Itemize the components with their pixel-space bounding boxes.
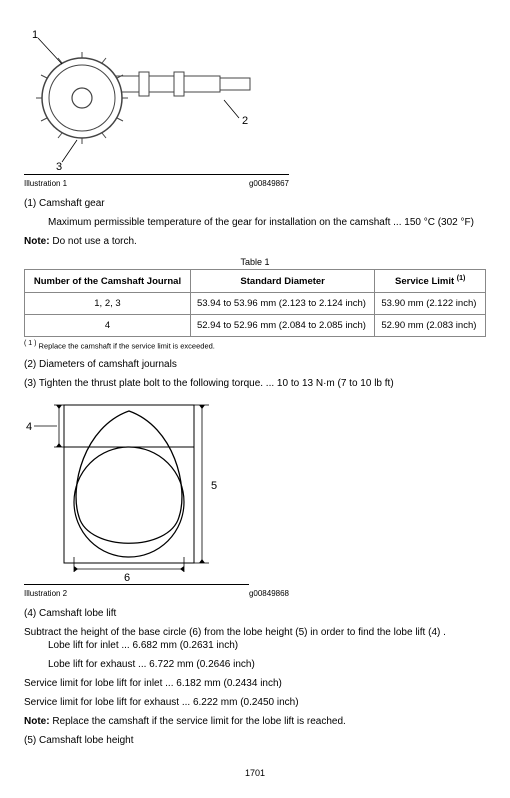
callout-4: 4 bbox=[26, 421, 32, 433]
table-header-1: Number of the Camshaft Journal bbox=[25, 270, 191, 293]
note-1-label: Note: bbox=[24, 236, 50, 247]
illustration-1-code: g00849867 bbox=[249, 179, 289, 188]
callout-2: 2 bbox=[242, 115, 248, 127]
callout-3: 3 bbox=[56, 161, 62, 170]
illustration-2-code: g00849868 bbox=[249, 589, 289, 598]
camshaft-journal-table: Number of the Camshaft Journal Standard … bbox=[24, 269, 486, 337]
item-1-heading: (1) Camshaft gear bbox=[24, 198, 486, 209]
table-header-3: Service Limit (1) bbox=[375, 270, 486, 293]
note-2-label: Note: bbox=[24, 716, 50, 727]
callout-6: 6 bbox=[124, 572, 130, 582]
page-number: 1701 bbox=[24, 768, 486, 778]
illustration-1-label: Illustration 1 bbox=[24, 179, 67, 188]
callout-1: 1 bbox=[32, 29, 38, 41]
item-5: (5) Camshaft lobe height bbox=[24, 735, 486, 746]
illustration-2-label: Illustration 2 bbox=[24, 589, 67, 598]
note-2: Note: Replace the camshaft if the servic… bbox=[24, 716, 486, 727]
service-limit-inlet: Service limit for lobe lift for inlet ..… bbox=[24, 678, 486, 689]
note-1: Note: Do not use a torch. bbox=[24, 236, 486, 247]
illustration-2-caption: Illustration 2 g00849868 bbox=[24, 589, 289, 598]
table-1-title: Table 1 bbox=[24, 257, 486, 267]
item-4-exhaust: Lobe lift for exhaust ... 6.722 mm (0.26… bbox=[48, 659, 486, 670]
table-cell: 53.90 mm (2.122 inch) bbox=[375, 293, 486, 315]
table-cell: 52.90 mm (2.083 inch) bbox=[375, 315, 486, 337]
item-4-inlet: Lobe lift for inlet ... 6.682 mm (0.2631… bbox=[48, 640, 486, 651]
table-cell: 52.94 to 52.96 mm (2.084 to 2.085 inch) bbox=[190, 315, 374, 337]
callout-5: 5 bbox=[211, 480, 217, 492]
table-footnote: ( 1 ) Replace the camshaft if the servic… bbox=[24, 340, 486, 351]
table-header-row: Number of the Camshaft Journal Standard … bbox=[25, 270, 486, 293]
item-2: (2) Diameters of camshaft journals bbox=[24, 359, 486, 370]
item-4-heading: (4) Camshaft lobe lift bbox=[24, 608, 486, 619]
table-row: 4 52.94 to 52.96 mm (2.084 to 2.085 inch… bbox=[25, 315, 486, 337]
camshaft-gear-diagram: 1 2 3 bbox=[24, 20, 294, 170]
illustration-2: 4 5 6 bbox=[24, 397, 249, 582]
note-2-text: Replace the camshaft if the service limi… bbox=[50, 716, 346, 727]
divider bbox=[24, 174, 289, 175]
table-header-2: Standard Diameter bbox=[190, 270, 374, 293]
table-row: 1, 2, 3 53.94 to 53.96 mm (2.123 to 2.12… bbox=[25, 293, 486, 315]
service-limit-exhaust: Service limit for lobe lift for exhaust … bbox=[24, 697, 486, 708]
table-cell: 53.94 to 53.96 mm (2.123 to 2.124 inch) bbox=[190, 293, 374, 315]
item-4-desc: Subtract the height of the base circle (… bbox=[24, 627, 486, 638]
camshaft-lobe-diagram: 4 5 6 bbox=[24, 397, 249, 582]
item-1-spec: Maximum permissible temperature of the g… bbox=[48, 217, 486, 228]
item-3: (3) Tighten the thrust plate bolt to the… bbox=[24, 378, 486, 389]
table-cell: 4 bbox=[25, 315, 191, 337]
table-cell: 1, 2, 3 bbox=[25, 293, 191, 315]
divider bbox=[24, 584, 249, 585]
illustration-1: 1 2 3 bbox=[24, 20, 294, 170]
note-1-text: Do not use a torch. bbox=[50, 236, 137, 247]
illustration-1-caption: Illustration 1 g00849867 bbox=[24, 179, 289, 188]
